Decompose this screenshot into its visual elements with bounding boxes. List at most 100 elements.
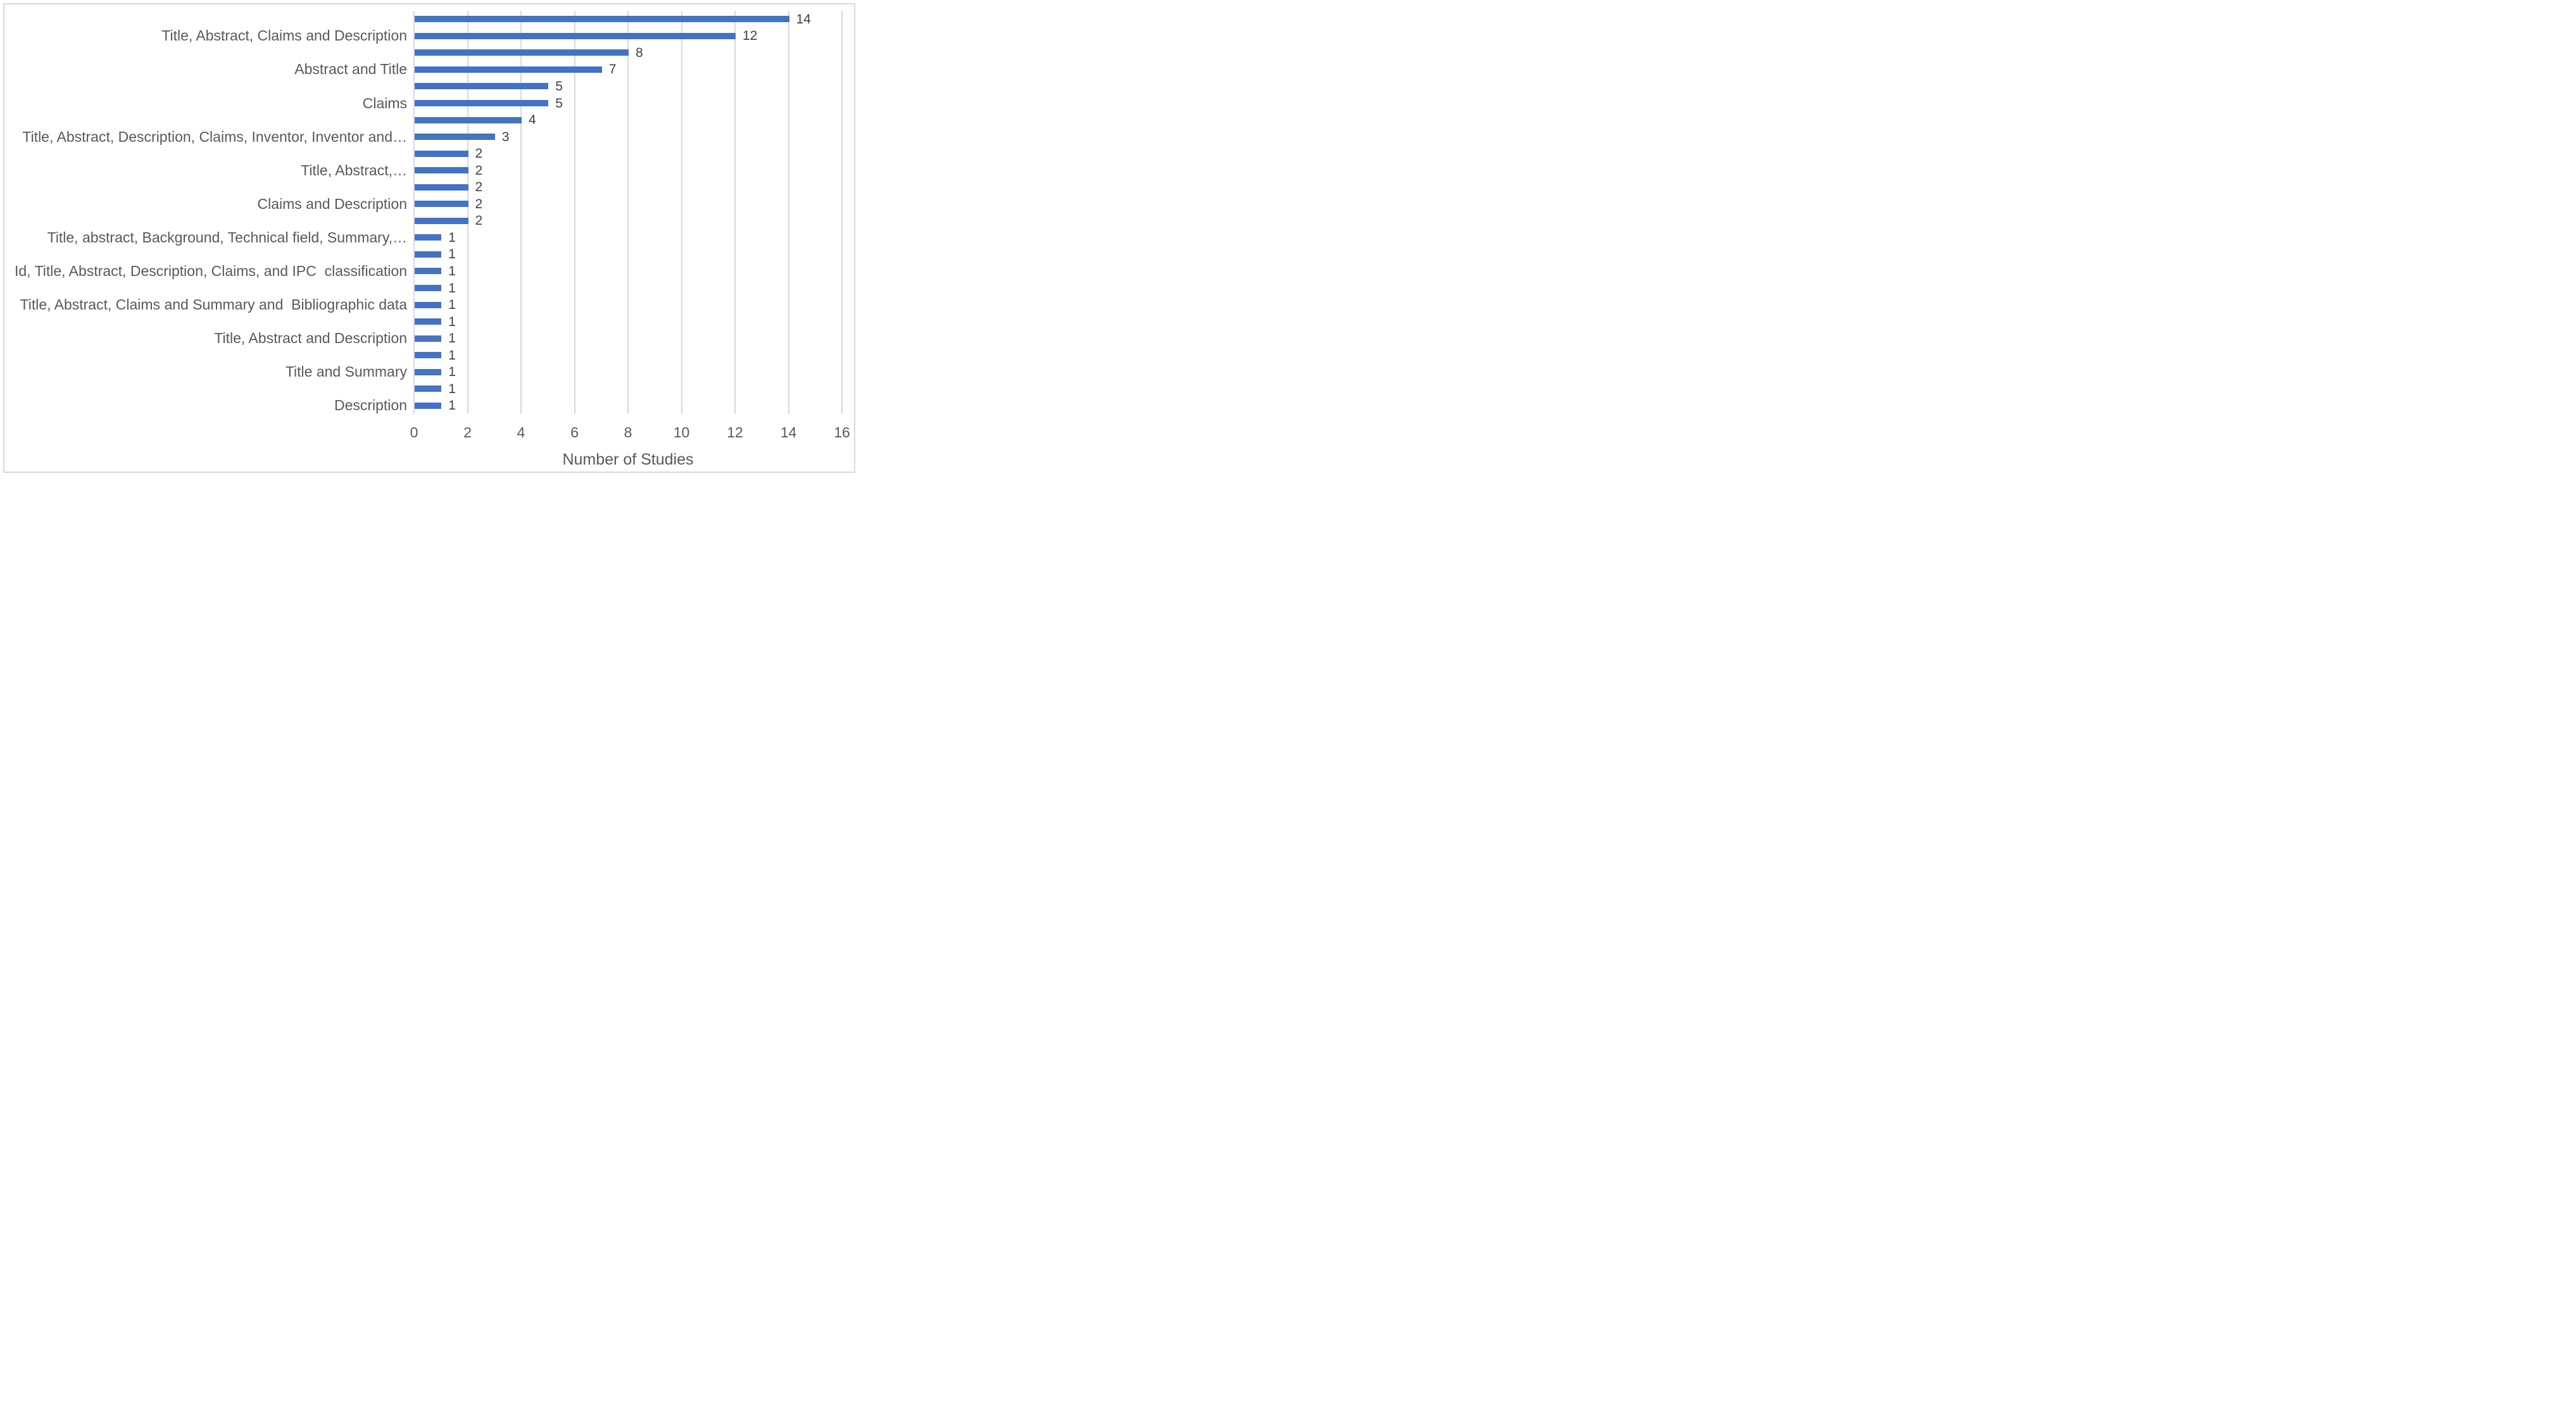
bar-row: 7 bbox=[414, 61, 842, 78]
bar bbox=[415, 167, 468, 174]
gridline bbox=[681, 11, 682, 414]
bar-value-label: 14 bbox=[796, 11, 811, 27]
category-label-row bbox=[10, 280, 407, 297]
bar bbox=[415, 134, 495, 141]
bar-value-label: 1 bbox=[448, 247, 456, 262]
plot-area: 14 12 8 7 5 5 4 3 2 2 2 2 2 1 1 1 1 1 1 1 1 1 1 1 bbox=[413, 11, 843, 414]
bar-value-label: 1 bbox=[448, 348, 456, 363]
category-label: Id, Title, Abstract, Description, Claims… bbox=[15, 262, 407, 279]
gridline bbox=[520, 11, 522, 414]
bar bbox=[415, 116, 522, 123]
category-label: Claims bbox=[362, 94, 407, 111]
x-tick-label: 6 bbox=[570, 424, 579, 441]
category-label-row bbox=[10, 145, 407, 162]
category-label: Title, Abstract, Claims and Summary and … bbox=[20, 296, 407, 313]
bar bbox=[415, 268, 442, 275]
category-label-row: Description bbox=[10, 398, 407, 415]
bar bbox=[415, 368, 442, 375]
bar-row: 2 bbox=[414, 196, 842, 213]
x-tick-label: 2 bbox=[463, 424, 472, 441]
bar-value-label: 1 bbox=[448, 230, 456, 245]
bar-row: 1 bbox=[414, 347, 842, 364]
category-label: Title and Summary bbox=[285, 363, 407, 380]
category-label-row bbox=[10, 313, 407, 330]
bar bbox=[415, 251, 442, 258]
bar-row: 1 bbox=[414, 398, 842, 415]
category-label-row bbox=[10, 11, 407, 28]
bar-value-label: 2 bbox=[475, 146, 483, 161]
gridline bbox=[841, 11, 843, 414]
category-label-row: Title, Abstract, Claims and Summary and … bbox=[10, 296, 407, 313]
category-label-row bbox=[10, 246, 407, 263]
gridline bbox=[574, 11, 575, 414]
bar bbox=[415, 201, 468, 208]
bar-rows: 14 12 8 7 5 5 4 3 2 2 2 2 2 1 1 1 1 1 1 1 1 1 1 1 bbox=[414, 11, 842, 414]
bar bbox=[415, 66, 602, 73]
category-label-row bbox=[10, 347, 407, 364]
category-label-row: Claims and Description bbox=[10, 196, 407, 213]
bar-row: 2 bbox=[414, 178, 842, 196]
bar-value-label: 1 bbox=[448, 398, 456, 413]
bar-value-label: 2 bbox=[475, 213, 483, 229]
category-label-row bbox=[10, 44, 407, 61]
x-tick-label: 16 bbox=[834, 424, 850, 441]
x-tick-label: 4 bbox=[517, 424, 525, 441]
bar-value-label: 1 bbox=[448, 331, 456, 346]
bar bbox=[415, 352, 442, 359]
gridline bbox=[788, 11, 789, 414]
category-label-row: Title, Abstract, Claims and Description bbox=[10, 28, 407, 45]
bar-row: 1 bbox=[414, 313, 842, 330]
gridline bbox=[413, 11, 415, 414]
bar bbox=[415, 318, 442, 325]
bar bbox=[415, 32, 736, 39]
x-tick-label: 14 bbox=[780, 424, 797, 441]
bar-row: 1 bbox=[414, 363, 842, 380]
bar-row: 2 bbox=[414, 145, 842, 162]
bar-value-label: 3 bbox=[501, 129, 510, 144]
bar-value-label: 2 bbox=[475, 163, 483, 178]
category-label-row: Title, abstract, Background, Technical f… bbox=[10, 229, 407, 246]
bar-value-label: 4 bbox=[529, 113, 536, 128]
x-tick-label: 10 bbox=[673, 424, 690, 441]
bar-value-label: 1 bbox=[448, 381, 456, 396]
bar-value-label: 2 bbox=[475, 196, 483, 211]
x-axis-title: Number of Studies bbox=[562, 451, 694, 468]
bar bbox=[415, 234, 442, 241]
bar bbox=[415, 184, 468, 191]
category-label-row: Abstract and Title bbox=[10, 61, 407, 78]
x-axis-ticks: 0 2 4 6 8 10 12 14 16 bbox=[410, 422, 850, 443]
category-label: Title, Abstract,… bbox=[301, 161, 407, 178]
category-label-row bbox=[10, 111, 407, 128]
bar-chart-figure: Title, Abstract, Claims and Description A… bbox=[0, 0, 858, 476]
bar-value-label: 1 bbox=[448, 280, 456, 296]
x-tick-label: 12 bbox=[727, 424, 743, 441]
category-label: Description bbox=[334, 397, 407, 414]
bar-row: 2 bbox=[414, 213, 842, 230]
category-label: Title, Abstract and Description bbox=[214, 330, 407, 347]
category-label: Title, abstract, Background, Technical f… bbox=[47, 229, 407, 246]
category-label: Title, Abstract, Claims and Description bbox=[161, 27, 407, 44]
bar-row: 1 bbox=[414, 380, 842, 398]
bar-value-label: 5 bbox=[555, 78, 563, 94]
category-label-row: Title, Abstract and Description bbox=[10, 330, 407, 347]
bar bbox=[415, 402, 442, 409]
bar bbox=[415, 385, 442, 392]
bar-value-label: 7 bbox=[608, 62, 617, 77]
category-axis-labels: Title, Abstract, Claims and Description A… bbox=[10, 11, 407, 414]
gridline bbox=[467, 11, 468, 414]
category-label: Claims and Description bbox=[257, 195, 407, 212]
x-tick-label: 0 bbox=[410, 424, 418, 441]
bar bbox=[415, 285, 442, 292]
bar-value-label: 1 bbox=[448, 298, 456, 313]
bar bbox=[415, 301, 442, 308]
bar bbox=[415, 335, 442, 342]
bar-row: 1 bbox=[414, 280, 842, 297]
bar bbox=[415, 100, 549, 106]
gridline bbox=[627, 11, 629, 414]
bar-row: 4 bbox=[414, 111, 842, 128]
bar-value-label: 5 bbox=[555, 96, 563, 111]
bar-value-label: 1 bbox=[448, 365, 456, 380]
bar-row: 2 bbox=[414, 162, 842, 179]
category-label-row bbox=[10, 213, 407, 230]
category-label: Title, Abstract, Description, Claims, In… bbox=[22, 128, 407, 145]
